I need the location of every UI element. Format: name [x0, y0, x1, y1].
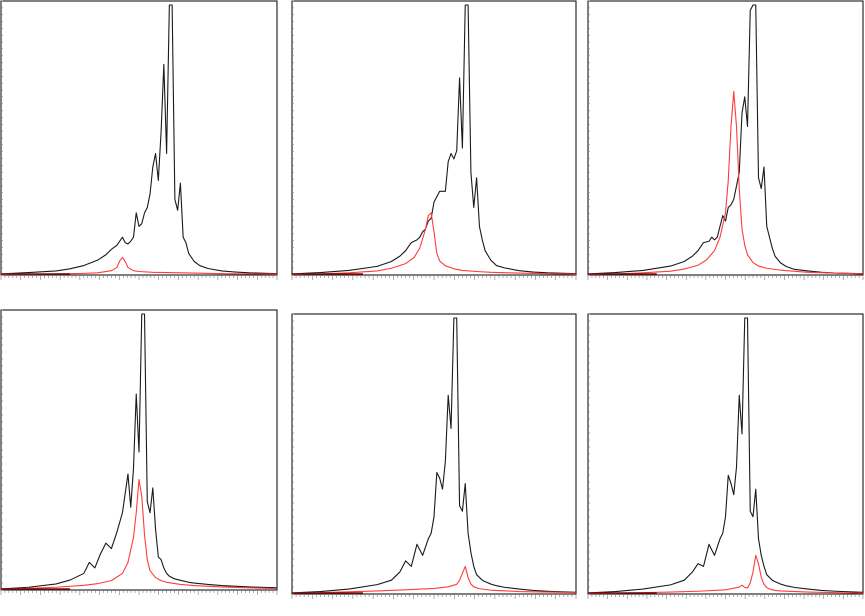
spectrum-line [291, 317, 577, 594]
component-line [291, 212, 577, 276]
x-axis-ticks [587, 275, 864, 280]
spectrum-line [0, 4, 278, 275]
x-axis-ticks [587, 594, 864, 599]
component-line [0, 479, 278, 590]
spectrum-chart-3 [587, 0, 864, 280]
spectrum-panel-1 [0, 0, 279, 300]
y-axis-ticks [588, 0, 590, 276]
y-axis-ticks [588, 313, 590, 595]
spectrum-line [587, 317, 864, 594]
plot-frame [587, 313, 864, 595]
x-axis-ticks [291, 275, 577, 280]
y-axis-ticks [1, 309, 3, 591]
spectrum-panel-2 [290, 0, 580, 300]
y-axis-ticks [1, 0, 3, 276]
plot-frame [0, 0, 278, 276]
spectrum-chart-4 [0, 309, 278, 595]
spectrum-chart-5 [291, 313, 577, 599]
component-line [587, 554, 864, 594]
y-axis-ticks [292, 313, 294, 595]
spectrum-chart-2 [291, 0, 577, 280]
plot-frame [291, 313, 577, 595]
component-line [0, 256, 278, 276]
component-line [291, 565, 577, 594]
plot-frame [587, 0, 864, 276]
spectrum-line [0, 313, 278, 590]
spectrum-panel-3 [586, 0, 865, 300]
y-axis-ticks [292, 0, 294, 276]
component-line [587, 90, 864, 276]
spectrum-panel-5 [290, 313, 580, 613]
spectrum-panel-6 [586, 313, 865, 613]
x-axis-ticks [291, 594, 577, 599]
spectrum-panel-4 [0, 309, 279, 611]
spectrum-line [291, 4, 577, 275]
spectrum-chart-6 [587, 313, 864, 599]
x-axis-ticks [0, 590, 278, 595]
x-axis-ticks [0, 275, 278, 280]
spectrum-line [587, 4, 864, 275]
spectrum-chart-1 [0, 0, 278, 280]
